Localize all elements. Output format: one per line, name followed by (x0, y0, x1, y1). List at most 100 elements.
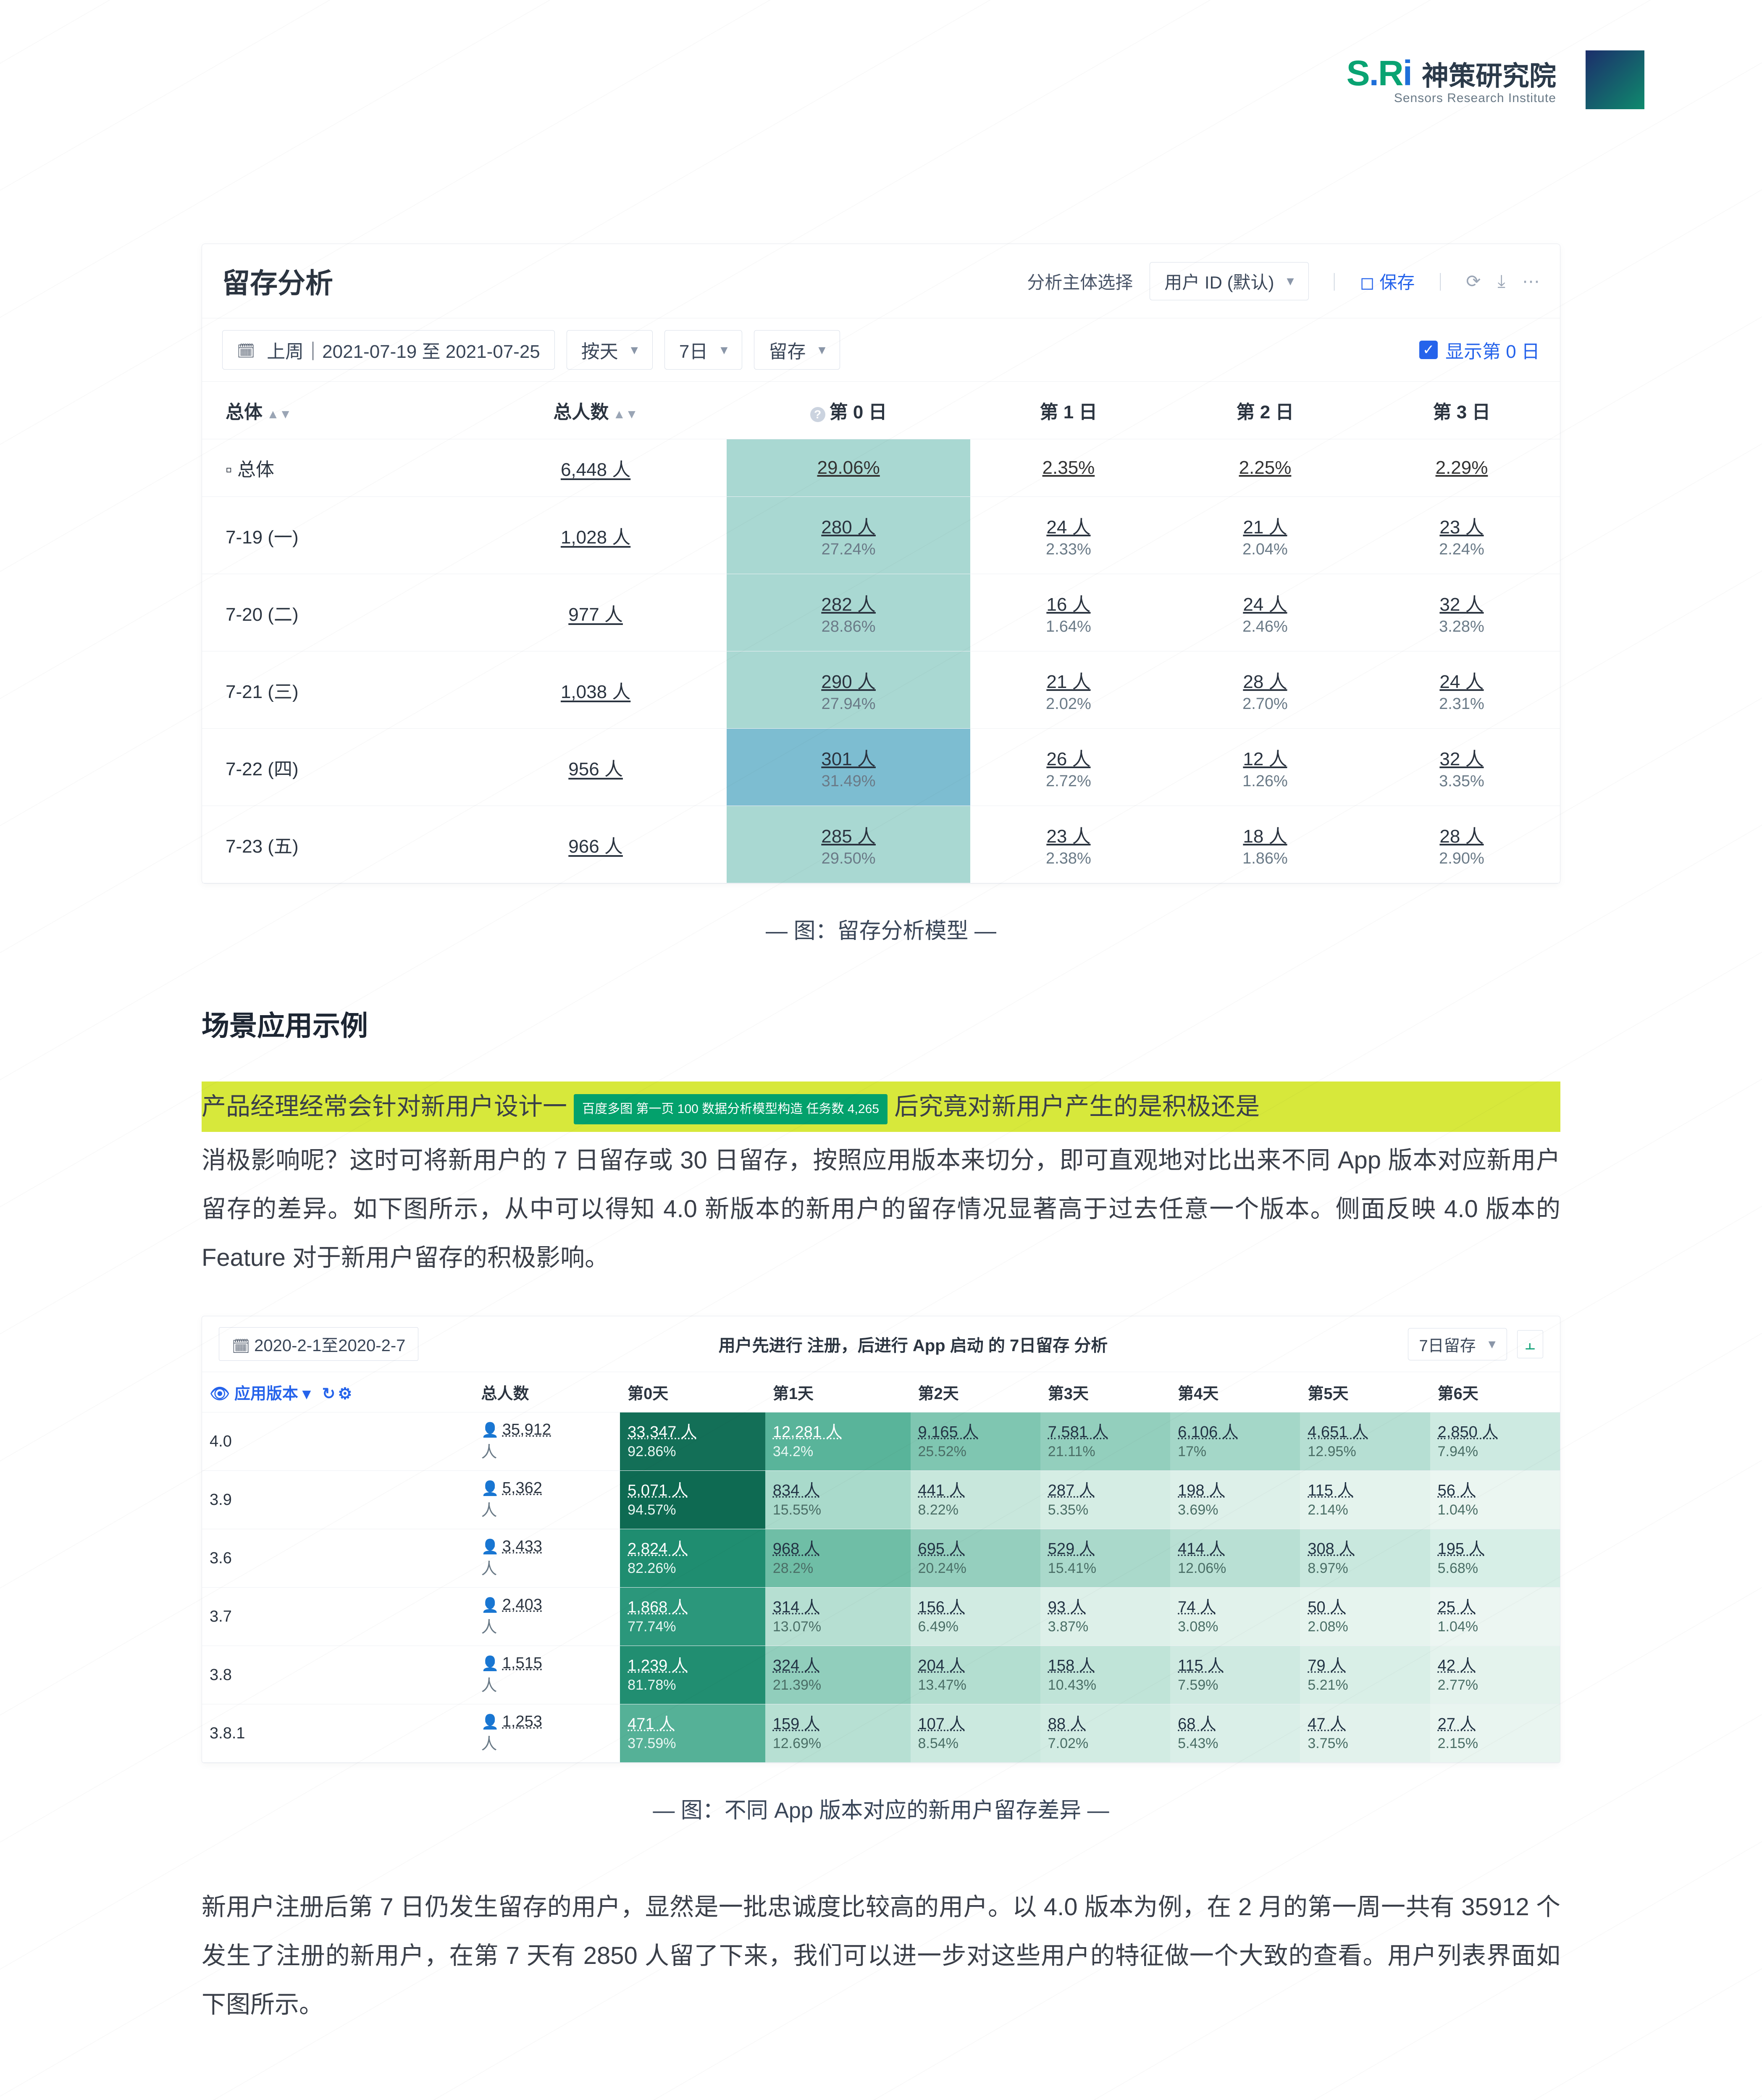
cell-day1[interactable]: 314 人 13.07% (765, 1588, 911, 1646)
date-range-input[interactable]: 2020-2-1至2020-2-7 (219, 1327, 418, 1361)
cell-day3[interactable]: 88 人 7.02% (1040, 1704, 1170, 1763)
cell-day3[interactable]: 93 人 3.87% (1040, 1588, 1170, 1646)
date-range-chip[interactable]: 上周｜2021-07-19 至 2021-07-25 (222, 330, 555, 370)
cell-total[interactable]: 1,038 人 (465, 651, 727, 729)
cell-day0[interactable]: 1,239 人 81.78% (620, 1646, 765, 1704)
cell-day4[interactable]: 414 人 12.06% (1170, 1529, 1300, 1588)
cell-day1[interactable]: 26 人2.72% (970, 729, 1167, 806)
more-icon[interactable]: ⋯ (1522, 271, 1540, 291)
cell-day2[interactable]: 156 人 6.49% (911, 1588, 1040, 1646)
cell-day5[interactable]: 4,651 人 12.95% (1300, 1412, 1430, 1471)
cell-day6[interactable]: 2,850 人 7.94% (1430, 1412, 1560, 1471)
cell-total[interactable]: 956 人 (465, 729, 727, 806)
cell-day0[interactable]: 2,824 人 82.26% (620, 1529, 765, 1588)
cell-day1[interactable]: 12,281 人 34.2% (765, 1412, 911, 1471)
cell-day0[interactable]: 282 人28.86% (727, 574, 970, 651)
cell-day0[interactable]: 29.06% (727, 439, 970, 497)
col-day3[interactable]: 第 3 日 (1363, 382, 1560, 439)
metric-select[interactable]: 留存 (754, 330, 840, 370)
show-day0-checkbox[interactable]: ✓ 显示第 0 日 (1419, 336, 1540, 363)
cell-day0[interactable]: 280 人27.24% (727, 497, 970, 574)
download-icon[interactable]: ⤓ (1497, 271, 1505, 291)
cell-day6[interactable]: 27 人 2.15% (1430, 1704, 1560, 1763)
window-select[interactable]: 7日 (664, 330, 743, 370)
cell-day0[interactable]: 5,071 人 94.57% (620, 1471, 765, 1529)
cell-day2[interactable]: 9,165 人 25.52% (911, 1412, 1040, 1471)
cell-day5[interactable]: 47 人 3.75% (1300, 1704, 1430, 1763)
cell-day1[interactable]: 159 人 12.69% (765, 1704, 911, 1763)
cell-day2[interactable]: 2.25% (1167, 439, 1363, 497)
retention-window-select[interactable]: 7日留存 (1408, 1328, 1507, 1360)
cell-total[interactable]: 3,433人 (473, 1529, 620, 1588)
cell-day2[interactable]: 695 人 20.24% (911, 1529, 1040, 1588)
col-day2[interactable]: 第 2 日 (1167, 382, 1363, 439)
cell-day1[interactable]: 23 人2.38% (970, 806, 1167, 883)
col-overall[interactable]: 总体▲▼ (202, 382, 465, 439)
cell-day1[interactable]: 24 人2.33% (970, 497, 1167, 574)
col-total: 总人数 (473, 1372, 620, 1412)
cell-day6[interactable]: 25 人 1.04% (1430, 1588, 1560, 1646)
cell-day2[interactable]: 24 人2.46% (1167, 574, 1363, 651)
chart-toggle-icon[interactable]: ⫠ (1517, 1330, 1543, 1358)
cell-day4[interactable]: 74 人 3.08% (1170, 1588, 1300, 1646)
cell-day6[interactable]: 42 人 2.77% (1430, 1646, 1560, 1704)
cell-day4[interactable]: 68 人 5.43% (1170, 1704, 1300, 1763)
cell-day4[interactable]: 6,106 人 17% (1170, 1412, 1300, 1471)
cell-day4[interactable]: 115 人 7.59% (1170, 1646, 1300, 1704)
cell-day1[interactable]: 21 人2.02% (970, 651, 1167, 729)
cell-day3[interactable]: 32 人3.35% (1363, 729, 1560, 806)
cell-day0[interactable]: 471 人 37.59% (620, 1704, 765, 1763)
cell-total[interactable]: 6,448 人 (465, 439, 727, 497)
cell-day0[interactable]: 33,347 人 92.86% (620, 1412, 765, 1471)
cell-day0[interactable]: 301 人31.49% (727, 729, 970, 806)
cell-total[interactable]: 1,028 人 (465, 497, 727, 574)
cell-day1[interactable]: 834 人 15.55% (765, 1471, 911, 1529)
cell-day3[interactable]: 23 人2.24% (1363, 497, 1560, 574)
cell-day1[interactable]: 2.35% (970, 439, 1167, 497)
filter-header[interactable]: 👁 应用版本 ▾ (202, 1372, 473, 1412)
cell-day5[interactable]: 115 人 2.14% (1300, 1471, 1430, 1529)
cell-day4[interactable]: 198 人 3.69% (1170, 1471, 1300, 1529)
cell-day3[interactable]: 32 人3.28% (1363, 574, 1560, 651)
cell-day3[interactable]: 158 人 10.43% (1040, 1646, 1170, 1704)
cell-day2[interactable]: 441 人 8.22% (911, 1471, 1040, 1529)
cell-day3[interactable]: 7,581 人 21.11% (1040, 1412, 1170, 1471)
cell-day2[interactable]: 21 人2.04% (1167, 497, 1363, 574)
cell-total[interactable]: 35,912人 (473, 1412, 620, 1471)
cell-day3[interactable]: 28 人2.90% (1363, 806, 1560, 883)
subject-select[interactable]: 用户 ID (默认) (1150, 262, 1308, 300)
cell-day3[interactable]: 24 人2.31% (1363, 651, 1560, 729)
cell-day3[interactable]: 2.29% (1363, 439, 1560, 497)
cell-total[interactable]: 1,253人 (473, 1704, 620, 1763)
save-button[interactable]: ◻ 保存 (1360, 268, 1415, 294)
reset-icon[interactable]: ⟳ (1466, 271, 1481, 291)
cell-day2[interactable]: 12 人1.26% (1167, 729, 1363, 806)
cell-total[interactable]: 1,515人 (473, 1646, 620, 1704)
cell-day5[interactable]: 308 人 8.97% (1300, 1529, 1430, 1588)
cell-day1[interactable]: 968 人 28.2% (765, 1529, 911, 1588)
cell-day2[interactable]: 204 人 13.47% (911, 1646, 1040, 1704)
cell-day1[interactable]: 16 人1.64% (970, 574, 1167, 651)
col-total[interactable]: 总人数▲▼ (465, 382, 727, 439)
cell-day6[interactable]: 195 人 5.68% (1430, 1529, 1560, 1588)
cell-total[interactable]: 2,403人 (473, 1588, 620, 1646)
cell-day6[interactable]: 56 人 1.04% (1430, 1471, 1560, 1529)
granularity-select[interactable]: 按天 (567, 330, 653, 370)
cell-total[interactable]: 966 人 (465, 806, 727, 883)
cell-day0[interactable]: 285 人29.50% (727, 806, 970, 883)
col-day0[interactable]: ?第 0 日 (727, 382, 970, 439)
cell-day3[interactable]: 529 人 15.41% (1040, 1529, 1170, 1588)
cell-day3[interactable]: 287 人 5.35% (1040, 1471, 1170, 1529)
cell-day2[interactable]: 18 人1.86% (1167, 806, 1363, 883)
cell-day2[interactable]: 28 人2.70% (1167, 651, 1363, 729)
cell-day1[interactable]: 324 人 21.39% (765, 1646, 911, 1704)
cell-day0[interactable]: 1,868 人 77.74% (620, 1588, 765, 1646)
col-day1[interactable]: 第 1 日 (970, 382, 1167, 439)
cell-day5[interactable]: 79 人 5.21% (1300, 1646, 1430, 1704)
cell-total[interactable]: 5,362人 (473, 1471, 620, 1529)
cell-day5[interactable]: 50 人 2.08% (1300, 1588, 1430, 1646)
cell-day0[interactable]: 290 人27.94% (727, 651, 970, 729)
cell-day2[interactable]: 107 人 8.54% (911, 1704, 1040, 1763)
row-version: 3.7 (202, 1588, 473, 1646)
cell-total[interactable]: 977 人 (465, 574, 727, 651)
